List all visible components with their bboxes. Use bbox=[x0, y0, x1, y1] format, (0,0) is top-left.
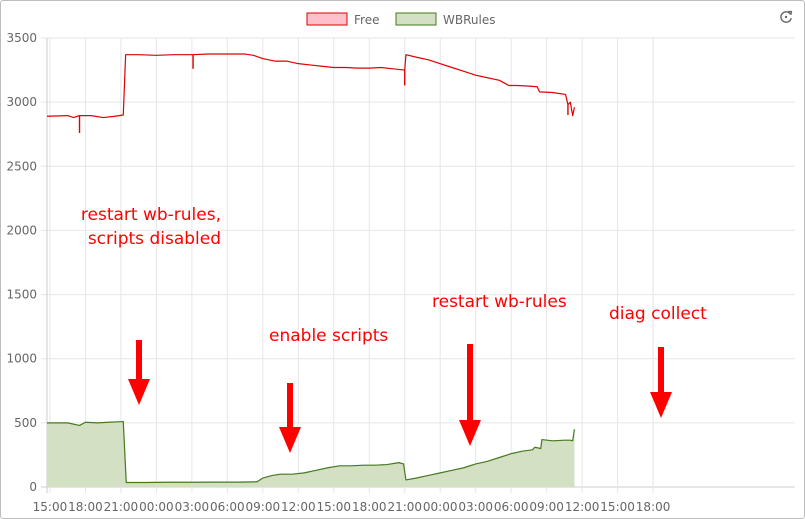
y-tick-label: 1000 bbox=[6, 352, 37, 366]
legend-swatch-wbrules bbox=[395, 12, 437, 26]
x-tick-label: 03:00 bbox=[175, 500, 210, 514]
y-tick-label: 2500 bbox=[6, 159, 37, 173]
legend-label-wbrules: WBRules bbox=[443, 13, 495, 27]
x-tick-label: 15:00 bbox=[316, 500, 351, 514]
x-tick-label: 09:00 bbox=[246, 500, 281, 514]
series-free-line bbox=[46, 53, 576, 119]
series-wbrules-line bbox=[47, 420, 576, 484]
annotation-text: diag collect bbox=[609, 304, 707, 324]
x-tick-label: 03:00 bbox=[458, 500, 493, 514]
x-tick-label: 00:00 bbox=[423, 500, 458, 514]
x-tick-label: 12:00 bbox=[281, 500, 316, 514]
legend-label-free: Free bbox=[354, 13, 379, 27]
annotation-text: enable scripts bbox=[269, 326, 388, 346]
x-tick-label: 21:00 bbox=[104, 500, 139, 514]
annotation-arrow-head bbox=[128, 379, 150, 405]
annotation-arrow-head bbox=[650, 392, 672, 418]
x-tick-label: 18:00 bbox=[68, 500, 103, 514]
x-tick-label: 18:00 bbox=[636, 500, 671, 514]
annotation-text: restart wb-rules bbox=[432, 292, 567, 312]
series-wbrules-area bbox=[47, 421, 575, 487]
x-tick-label: 06:00 bbox=[494, 500, 529, 514]
annotation-arrow-head bbox=[459, 420, 481, 446]
y-tick-label: 3000 bbox=[6, 95, 37, 109]
y-tick-label: 2000 bbox=[6, 223, 37, 237]
x-tick-label: 09:00 bbox=[529, 500, 564, 514]
annotation-arrow-head bbox=[279, 427, 301, 453]
y-tick-label: 500 bbox=[14, 416, 37, 430]
x-tick-label: 00:00 bbox=[139, 500, 174, 514]
y-tick-label: 0 bbox=[29, 480, 37, 494]
annotation-text: restart wb-rules, bbox=[81, 205, 221, 225]
x-tick-label: 21:00 bbox=[387, 500, 422, 514]
y-tick-label: 3500 bbox=[6, 31, 37, 45]
x-tick-label: 18:00 bbox=[352, 500, 387, 514]
x-tick-label: 06:00 bbox=[210, 500, 245, 514]
y-tick-label: 1500 bbox=[6, 288, 37, 302]
x-tick-label: 15:00 bbox=[33, 500, 68, 514]
refresh-icon[interactable] bbox=[778, 9, 794, 25]
x-tick-label: 12:00 bbox=[565, 500, 600, 514]
legend-swatch-free bbox=[306, 12, 348, 26]
x-tick-label: 15:00 bbox=[600, 500, 635, 514]
annotation-text: scripts disabled bbox=[88, 229, 221, 249]
